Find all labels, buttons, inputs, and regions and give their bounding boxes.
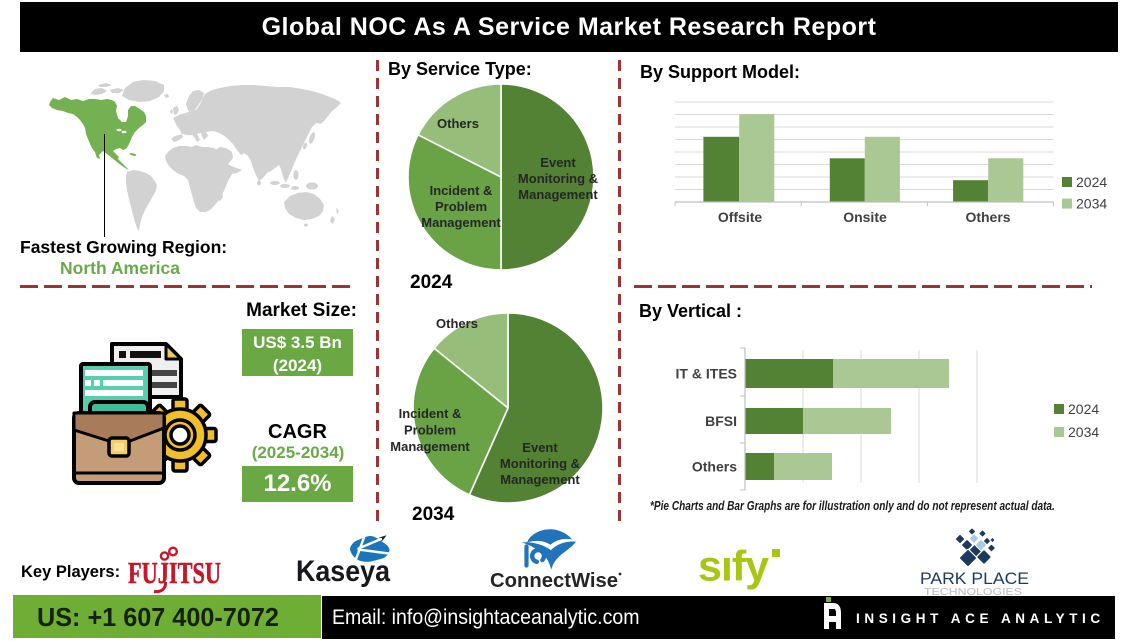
svg-text:Others: Others xyxy=(436,316,478,331)
svg-text:Kaseya: Kaseya xyxy=(296,555,390,588)
svg-text:2024: 2024 xyxy=(1068,401,1099,417)
svg-text:Management: Management xyxy=(421,215,501,230)
svg-text:Others: Others xyxy=(965,209,1010,225)
svg-text:Others: Others xyxy=(437,116,479,131)
svg-text:Incident &: Incident & xyxy=(399,406,462,421)
svg-text:Monitoring &: Monitoring & xyxy=(500,456,580,471)
svg-text:2034: 2034 xyxy=(1076,196,1107,212)
svg-text:IT & ITES: IT & ITES xyxy=(676,366,737,382)
svg-text:ConnectWise: ConnectWise xyxy=(490,570,618,592)
svg-text:Incident &: Incident & xyxy=(430,183,493,198)
svg-text:Problem: Problem xyxy=(435,199,487,214)
svg-text:FUJITSU: FUJITSU xyxy=(128,555,221,590)
svg-text:Monitoring &: Monitoring & xyxy=(518,171,598,186)
svg-text:Offsite: Offsite xyxy=(718,209,763,225)
svg-text:Management: Management xyxy=(390,439,470,454)
svg-text:sıfy: sıfy xyxy=(698,543,769,591)
svg-text:Event: Event xyxy=(522,440,558,455)
svg-text:Event: Event xyxy=(540,155,576,170)
svg-text:BFSI: BFSI xyxy=(705,413,737,429)
svg-text:Management: Management xyxy=(518,187,598,202)
svg-text:2034: 2034 xyxy=(1068,424,1099,440)
svg-text:Onsite: Onsite xyxy=(843,209,887,225)
svg-text:PARK PLACE: PARK PLACE xyxy=(920,569,1029,588)
svg-text:Others: Others xyxy=(692,459,737,475)
svg-text:TECHNOLOGIES: TECHNOLOGIES xyxy=(924,587,1022,598)
svg-text:2024: 2024 xyxy=(1076,174,1107,190)
svg-text:Management: Management xyxy=(500,472,580,487)
svg-text:Problem: Problem xyxy=(404,423,456,438)
